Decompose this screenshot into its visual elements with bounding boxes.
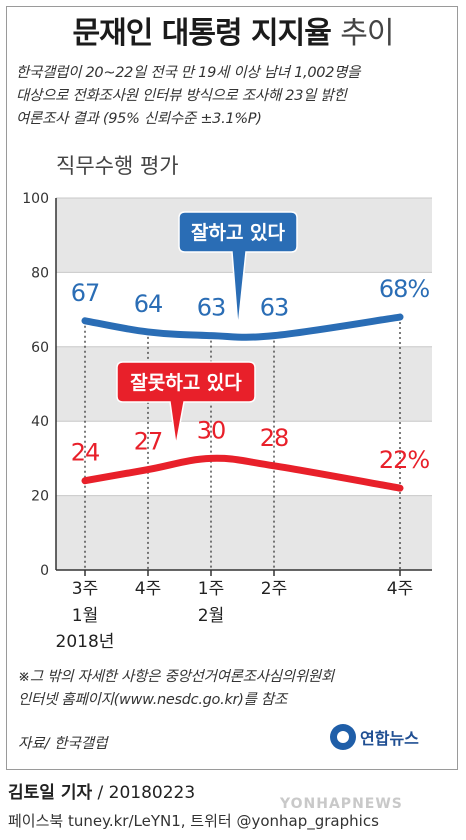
year-label: 2018년 <box>56 632 115 652</box>
y-tick-label: 0 <box>40 563 49 579</box>
grid-band <box>56 495 432 570</box>
disapprove-legend-bubble <box>116 361 256 446</box>
month-label: 2월 <box>198 606 224 626</box>
description-line-1: 한국갤럽이 20~22일 전국 만 19세 이상 남녀 1,002명을 <box>16 65 361 81</box>
approve-data-label: 63 <box>197 294 226 322</box>
x-tick-label: 2주 <box>261 579 287 599</box>
disapprove-data-label: 30 <box>197 416 226 444</box>
disapprove-legend-label: 잘못하고 있다 <box>130 372 242 394</box>
title-trend: 추이 <box>340 16 394 51</box>
yonhap-logo: 연합뉴스 <box>330 724 419 750</box>
logo-text: 연합뉴스 <box>360 729 419 748</box>
y-tick-label: 20 <box>31 489 49 505</box>
byline: 김토일 기자 / 20180223 <box>8 778 195 803</box>
y-tick-label: 80 <box>31 265 49 281</box>
x-tick-label: 1주 <box>198 579 224 599</box>
survey-description: 한국갤럽이 20~22일 전국 만 19세 이상 남녀 1,002명을 대상으로… <box>16 62 446 131</box>
approve-data-label: 64 <box>134 290 163 318</box>
x-tick-label: 4주 <box>135 579 161 599</box>
approve-data-label: 68% <box>379 275 430 303</box>
title-main: 문재인 대통령 지지율 <box>72 16 332 51</box>
publish-date: / 20180223 <box>97 783 196 803</box>
approve-data-label: 63 <box>260 294 289 322</box>
watermark: YONHAPNEWS <box>280 796 403 812</box>
approve-data-label: 67 <box>71 279 100 307</box>
disapprove-data-label: 24 <box>71 439 100 467</box>
approve-line <box>81 313 404 341</box>
y-tick-label: 60 <box>31 340 49 356</box>
disapprove-data-label: 27 <box>134 428 163 456</box>
description-line-3: 여론조사 결과 (95% 신뢰수준 ±3.1%P) <box>16 111 262 127</box>
footnote: ※그 밖의 자세한 사항은 중앙선거여론조사심의위원회 인터넷 홈페이지(www… <box>18 666 448 712</box>
yonhap-logo-icon <box>330 724 356 750</box>
y-tick-label: 40 <box>31 414 49 430</box>
approve-legend-label: 잘하고 있다 <box>191 222 286 244</box>
x-tick-label: 4주 <box>387 579 413 599</box>
description-line-2: 대상으로 전화조사원 인터뷰 방식으로 조사해 23일 밝힌 <box>16 88 347 104</box>
source-note: 자료/ 한국갤럽 <box>18 736 108 752</box>
page-title: 문재인 대통령 지지율 추이 <box>0 8 466 52</box>
disapprove-data-label: 28 <box>260 424 289 452</box>
y-tick-label: 100 <box>22 191 49 207</box>
footnote-line-1: ※그 밖의 자세한 사항은 중앙선거여론조사심의위원회 <box>18 669 334 685</box>
footnote-line-2: 인터넷 홈페이지(www.nesdc.go.kr)를 참조 <box>18 692 287 708</box>
approve-legend-bubble <box>178 211 298 328</box>
disapprove-line <box>81 454 404 492</box>
chart-title: 직무수행 평가 <box>56 154 179 178</box>
month-label: 1월 <box>72 606 98 626</box>
x-tick-label: 3주 <box>72 579 98 599</box>
reporter-name: 김토일 기자 <box>8 783 93 803</box>
disapprove-data-label: 22% <box>379 446 430 474</box>
social-links: 페이스북 tuney.kr/LeYN1, 트위터 @yonhap_graphic… <box>8 812 379 830</box>
